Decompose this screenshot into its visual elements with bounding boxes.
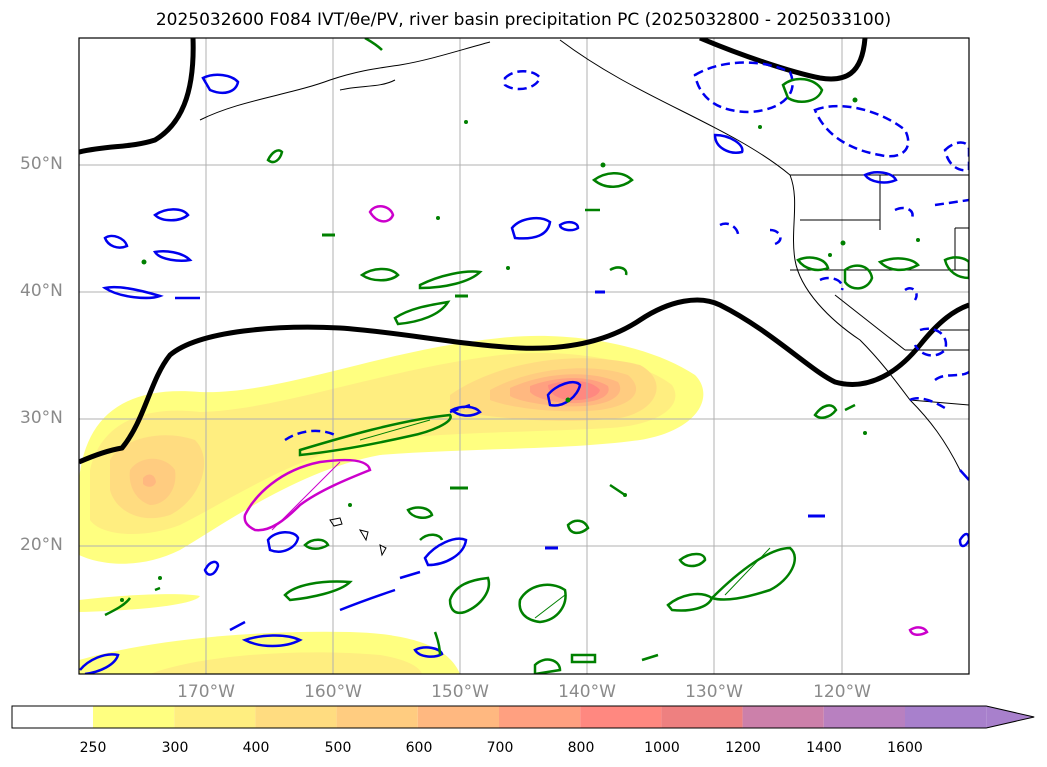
map-title: 2025032600 F084 IVT/θe/PV, river basin p…: [155, 10, 892, 30]
lat-label-40n: 40°N: [20, 281, 63, 301]
colorbar-tick: 600: [405, 740, 433, 756]
colorbar-tick: 250: [79, 740, 107, 756]
colorbar-segment: [93, 706, 175, 728]
ivt-shading: [79, 335, 704, 674]
lat-label-20n: 20°N: [20, 535, 63, 555]
pv-magenta-contours: [243, 205, 929, 636]
colorbar-extend-arrow: [986, 706, 1035, 728]
colorbar-segment: [255, 706, 337, 728]
lon-label-150w: 150°W: [431, 682, 489, 702]
lon-label-120w: 120°W: [813, 682, 871, 702]
lon-label-160w: 160°W: [304, 682, 362, 702]
theta-e-contours: [79, 38, 969, 465]
lon-label-130w: 130°W: [685, 682, 743, 702]
colorbar-segment: [336, 706, 418, 728]
colorbar-segment: [499, 706, 581, 728]
lat-label-50n: 50°N: [20, 154, 63, 174]
pv-dashed-contours: [284, 61, 969, 442]
lon-label-170w: 170°W: [177, 682, 235, 702]
colorbar-segment: [12, 706, 93, 728]
colorbar-outline: [11, 705, 1035, 729]
colorbar-tick: 300: [161, 740, 189, 756]
precip-contours: [104, 38, 969, 674]
lat-label-30n: 30°N: [20, 408, 63, 428]
pv-contours: [79, 73, 969, 674]
colorbar-segment: [174, 706, 256, 728]
colorbar-tick: 700: [486, 740, 514, 756]
colorbar-segment: [661, 706, 743, 728]
colorbar-segment: [417, 706, 499, 728]
colorbar-tick: 1000: [644, 740, 680, 756]
colorbar-tick: 400: [242, 740, 270, 756]
colorbar-tick: 1600: [887, 740, 923, 756]
colorbar-tick: 800: [567, 740, 595, 756]
map-frame: [78, 37, 970, 675]
colorbar: [11, 705, 1035, 729]
colorbar-segment: [580, 706, 662, 728]
colorbar-tick: 1200: [725, 740, 761, 756]
precip-dots: [120, 97, 920, 602]
map-area: [79, 38, 969, 674]
colorbar-tick: 1400: [806, 740, 842, 756]
colorbar-segment: [905, 706, 987, 728]
lon-label-140w: 140°W: [558, 682, 616, 702]
grid-lines: [79, 38, 969, 674]
colorbar-segment: [742, 706, 824, 728]
colorbar-segment: [823, 706, 905, 728]
colorbar-tick: 500: [324, 740, 352, 756]
